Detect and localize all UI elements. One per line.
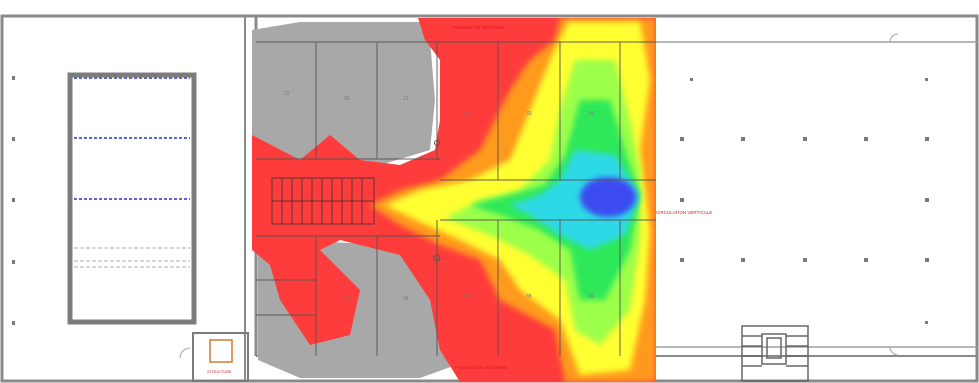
room-number: 31 [403,96,409,102]
room-number: 36 [403,296,409,302]
central-staircase [271,177,375,225]
stair-block [741,325,809,382]
top-corridor-label: PASSAGE DE SECOURS [452,25,504,30]
right-hall-label: CIRCULATION VERTICALE [656,210,712,215]
room-walls [256,41,656,356]
room-number: 33 [526,111,532,117]
room-number: 34 [588,111,594,117]
wifi-heatmap [252,18,656,382]
room-number: 30 [344,96,350,102]
left-hall [67,72,197,325]
column-markers [12,76,929,325]
room-number: 32 [464,111,470,117]
room-number: 39 [588,294,594,300]
bottom-corridor-label: PASSAGE DE SECOURS [455,365,507,370]
room-number: 37 [464,294,470,300]
heat-cyan [510,150,640,250]
bottom-left-room-label: STRUCTURE [207,369,232,374]
heat-blue-core [580,177,636,217]
right-hall-lines [656,33,977,356]
room-number: 38 [526,294,532,300]
fixtures [433,140,441,262]
room-number: 35 [344,296,350,302]
room-numbers: 29 30 31 32 33 34 35 36 37 38 39 [284,91,594,302]
room-number: 29 [284,91,290,97]
bottom-left-room [179,332,249,382]
